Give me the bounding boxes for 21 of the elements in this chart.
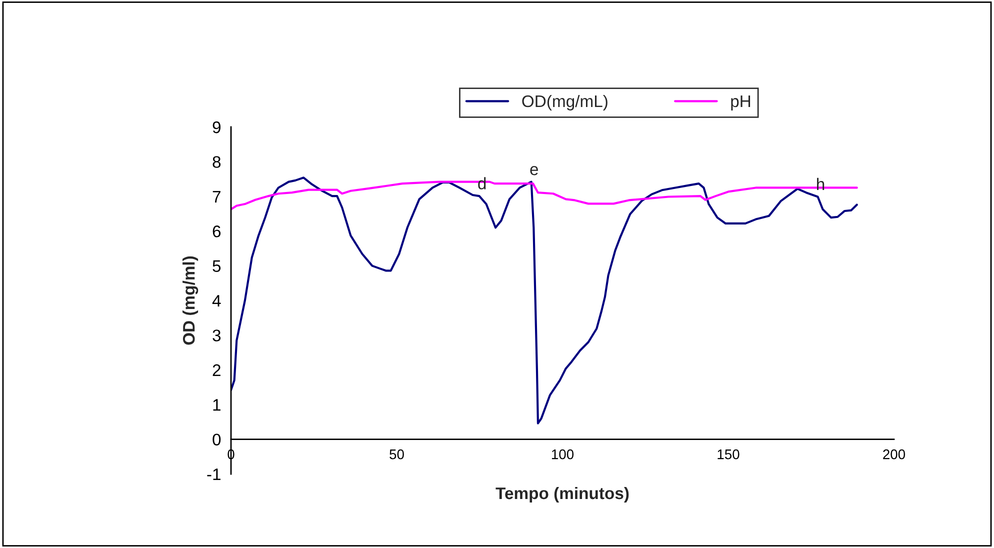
legend-label: OD(mg/mL) <box>522 94 608 110</box>
y-tick-label: 0 <box>212 434 221 446</box>
y-tick-label: -1 <box>207 468 220 480</box>
legend-label: pH <box>731 96 750 110</box>
y-tick-label: 7 <box>212 190 220 202</box>
y-axis-title: OD (mg/ml) <box>182 256 198 345</box>
y-tick-label: 5 <box>212 260 221 272</box>
x-axis-title: Tempo (minutos) <box>496 486 629 503</box>
y-tick-label: 4 <box>212 295 221 307</box>
y-tick-label: 1 <box>213 399 220 411</box>
x-tick-label: 200 <box>883 449 906 460</box>
y-tick-label: 6 <box>212 226 221 238</box>
x-tick-label: 50 <box>390 449 404 460</box>
x-tick-label: 150 <box>718 449 740 460</box>
y-tick-label: 3 <box>212 330 221 342</box>
y-tick-label: 8 <box>212 156 221 168</box>
line-series <box>231 176 858 424</box>
annotation: e <box>530 166 538 176</box>
x-tick-label: 100 <box>552 449 574 460</box>
y-tick-label: 2 <box>212 364 220 376</box>
y-tick-label: 9 <box>212 121 220 134</box>
